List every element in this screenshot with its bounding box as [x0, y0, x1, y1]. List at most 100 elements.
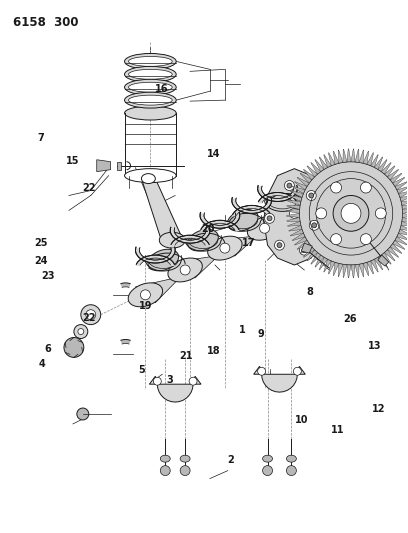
Polygon shape — [343, 264, 347, 278]
Polygon shape — [347, 265, 351, 278]
Polygon shape — [304, 247, 315, 257]
Polygon shape — [135, 262, 195, 303]
Polygon shape — [287, 217, 300, 221]
Ellipse shape — [159, 232, 185, 248]
Circle shape — [153, 377, 161, 385]
Ellipse shape — [129, 82, 172, 92]
Ellipse shape — [160, 455, 170, 462]
Polygon shape — [232, 205, 271, 216]
Polygon shape — [232, 198, 272, 213]
Polygon shape — [351, 265, 355, 278]
Polygon shape — [371, 155, 378, 167]
Polygon shape — [400, 196, 408, 201]
Text: 8: 8 — [306, 287, 313, 297]
Polygon shape — [286, 209, 299, 213]
Polygon shape — [400, 225, 408, 231]
Circle shape — [284, 181, 295, 190]
Polygon shape — [333, 262, 339, 276]
Polygon shape — [297, 240, 309, 249]
Text: 5: 5 — [138, 365, 144, 375]
Circle shape — [341, 204, 361, 223]
Ellipse shape — [124, 106, 176, 120]
Circle shape — [277, 243, 282, 248]
Text: 20: 20 — [201, 224, 215, 235]
Text: 13: 13 — [368, 341, 381, 351]
Polygon shape — [347, 149, 351, 162]
Polygon shape — [319, 157, 328, 169]
Polygon shape — [288, 200, 301, 205]
Polygon shape — [399, 191, 408, 197]
Polygon shape — [328, 153, 335, 166]
Text: 21: 21 — [179, 351, 193, 361]
Text: 24: 24 — [34, 256, 48, 266]
Circle shape — [180, 265, 190, 275]
Circle shape — [263, 466, 273, 475]
Polygon shape — [170, 228, 210, 243]
Polygon shape — [351, 149, 355, 162]
Polygon shape — [381, 253, 391, 264]
Text: 11: 11 — [331, 425, 344, 434]
Polygon shape — [307, 166, 317, 177]
Circle shape — [286, 466, 296, 475]
Circle shape — [257, 367, 266, 375]
Polygon shape — [384, 166, 395, 177]
Ellipse shape — [142, 174, 155, 183]
Polygon shape — [258, 192, 297, 204]
Polygon shape — [395, 182, 408, 190]
Circle shape — [287, 183, 292, 188]
Polygon shape — [142, 179, 183, 240]
Circle shape — [86, 310, 96, 320]
Polygon shape — [290, 191, 303, 197]
Circle shape — [309, 193, 314, 198]
Text: 19: 19 — [138, 301, 152, 311]
Polygon shape — [117, 161, 121, 169]
Polygon shape — [359, 264, 364, 277]
Polygon shape — [338, 150, 343, 163]
Text: 17: 17 — [242, 238, 255, 248]
Text: 22: 22 — [82, 313, 95, 324]
Polygon shape — [390, 173, 402, 183]
Text: 6158  300: 6158 300 — [13, 15, 79, 29]
Polygon shape — [300, 244, 312, 254]
Ellipse shape — [124, 92, 176, 108]
Polygon shape — [367, 261, 374, 274]
Polygon shape — [375, 157, 383, 169]
Polygon shape — [255, 205, 304, 236]
Circle shape — [289, 208, 299, 219]
Text: 25: 25 — [34, 238, 48, 248]
Circle shape — [160, 466, 170, 475]
Polygon shape — [289, 196, 302, 201]
Polygon shape — [175, 240, 235, 278]
Polygon shape — [390, 244, 402, 254]
Ellipse shape — [129, 95, 172, 105]
Polygon shape — [288, 221, 301, 226]
Circle shape — [333, 196, 369, 231]
Polygon shape — [367, 153, 374, 166]
Polygon shape — [171, 235, 210, 246]
Polygon shape — [297, 177, 309, 187]
Ellipse shape — [124, 168, 176, 183]
Circle shape — [312, 223, 317, 228]
Text: 15: 15 — [66, 156, 79, 166]
Text: 3: 3 — [166, 375, 173, 385]
Text: 6: 6 — [44, 344, 51, 353]
Ellipse shape — [208, 236, 242, 260]
Polygon shape — [393, 177, 405, 187]
Circle shape — [316, 208, 327, 219]
Polygon shape — [295, 237, 307, 245]
Polygon shape — [200, 213, 240, 228]
Polygon shape — [120, 283, 131, 287]
Circle shape — [220, 243, 230, 253]
Polygon shape — [363, 151, 369, 164]
Polygon shape — [378, 255, 387, 267]
Text: 16: 16 — [155, 84, 168, 94]
Text: 10: 10 — [295, 415, 308, 425]
Polygon shape — [375, 257, 383, 270]
Text: 26: 26 — [343, 314, 357, 325]
Circle shape — [259, 223, 270, 233]
Polygon shape — [200, 220, 239, 231]
Ellipse shape — [148, 249, 179, 271]
Polygon shape — [136, 255, 175, 266]
Circle shape — [267, 216, 272, 221]
Ellipse shape — [277, 201, 312, 225]
